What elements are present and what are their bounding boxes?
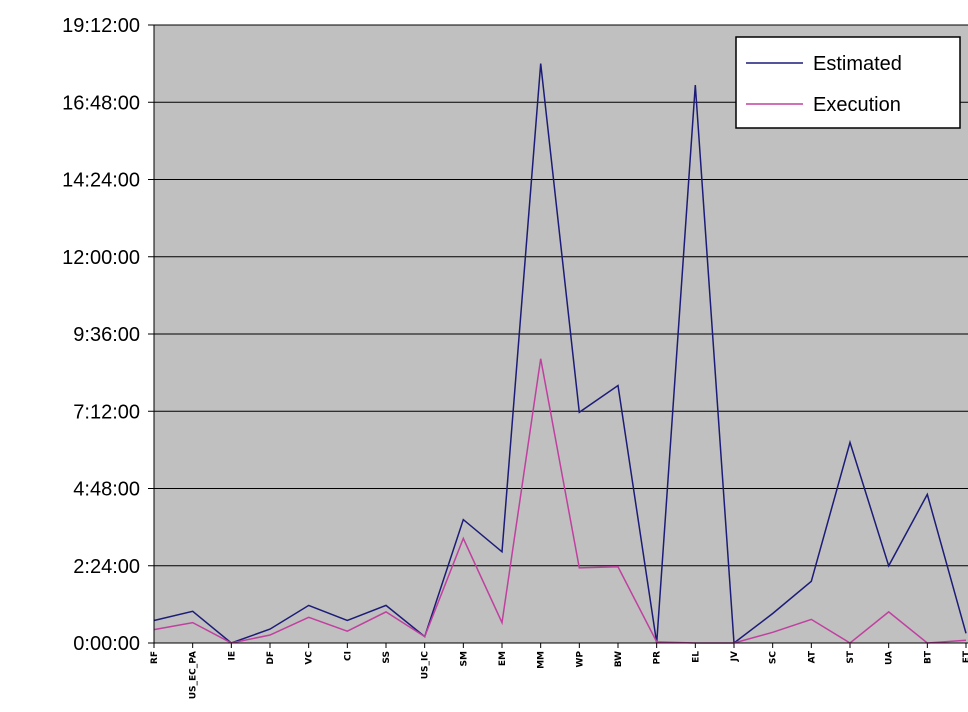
y-tick-label: 19:12:00: [62, 15, 140, 37]
y-tick-label: 7:12:00: [73, 401, 140, 423]
y-tick-label: 4:48:00: [73, 479, 140, 501]
x-tick-label: US_EC_PA: [189, 651, 199, 699]
x-tick-label: EL: [691, 651, 701, 663]
x-tick-label: RF: [150, 651, 160, 664]
series-line-execution: [153, 358, 967, 644]
x-tick-label: UA: [885, 651, 895, 665]
x-tick-label: US_IC: [421, 651, 431, 680]
y-tick-label: 9:36:00: [73, 324, 140, 346]
x-tick-label: BW: [614, 651, 624, 667]
x-tick-label: SS: [382, 651, 392, 664]
x-tick-label: ST: [846, 650, 856, 663]
x-tick-label: AT: [807, 650, 817, 663]
y-tick-label: 14:24:00: [62, 170, 140, 192]
x-tick-label: EM: [498, 651, 508, 666]
x-tick-label: IE: [227, 651, 237, 661]
x-tick-label: JV: [730, 651, 740, 662]
y-tick-label: 2:24:00: [73, 556, 140, 578]
x-tick-label: SC: [769, 651, 779, 664]
x-tick-label: BT: [923, 650, 933, 664]
series-lines: [153, 63, 967, 645]
x-tick-label: SM: [459, 651, 469, 666]
x-tick-label: PR: [653, 651, 663, 665]
x-tick-label: MM: [537, 651, 547, 669]
y-axis-tick-labels: 0:00:00 2:24:00 4:48:00 7:12:00 9:36:00 12:00…: [62, 15, 154, 655]
x-tick-label: CI: [343, 651, 353, 661]
legend-label-execution: Execution: [813, 94, 901, 116]
y-tick-label: 12:00:00: [62, 247, 140, 269]
x-tick-label: ET: [962, 650, 968, 663]
x-tick-label: DF: [266, 651, 276, 665]
series-line-estimated: [153, 63, 967, 645]
x-tick-label: VC: [305, 651, 315, 665]
y-tick-label: 16:48:00: [62, 92, 140, 114]
x-tick-label: WP: [575, 651, 585, 668]
legend-box: [735, 36, 961, 129]
legend-label-estimated: Estimated: [813, 53, 902, 75]
y-tick-label: 0:00:00: [73, 633, 140, 655]
x-axis-tick-labels: RF US_EC_PA IE DF VC CI SS US_IC SM EM MM WP BW PR EL J…: [150, 643, 968, 699]
legend: Estimated Execution: [735, 36, 961, 129]
